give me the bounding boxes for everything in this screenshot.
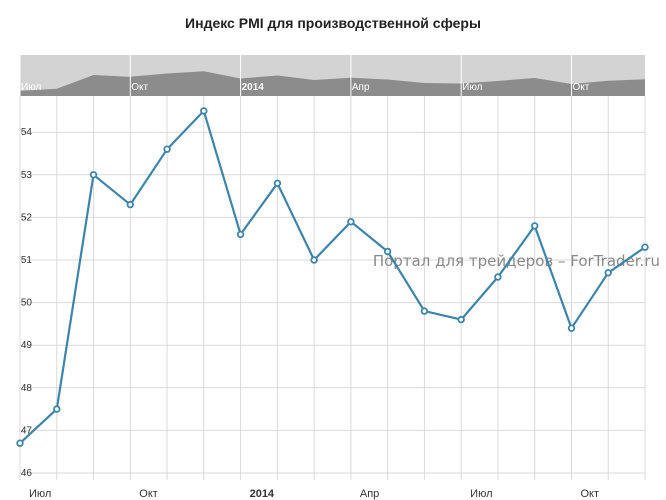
data-point[interactable] [383, 247, 392, 256]
data-point[interactable] [16, 439, 24, 447]
grid [19, 96, 646, 480]
series-line [19, 109, 646, 445]
navigator-label: 2014 [242, 82, 265, 93]
y-tick-label: 46 [21, 468, 33, 479]
data-point[interactable] [494, 273, 502, 281]
data-point[interactable] [236, 230, 245, 239]
x-tick-label: Июл [470, 488, 492, 500]
data-point[interactable] [420, 307, 429, 315]
series-points[interactable] [16, 107, 649, 447]
y-axis: 46 47 48 49 50 51 52 53 54 [21, 127, 33, 479]
y-tick-label: 51 [21, 255, 33, 266]
navigator-label: Апр [352, 82, 370, 93]
data-point[interactable] [163, 145, 171, 153]
data-point[interactable] [457, 315, 465, 324]
navigator-label: Окт [131, 82, 148, 93]
chart-title: Индекс PMI для производственной сферы [185, 15, 481, 31]
data-point[interactable] [531, 222, 539, 230]
data-point[interactable] [200, 107, 208, 115]
data-point[interactable] [53, 405, 61, 413]
data-point[interactable] [641, 243, 649, 251]
watermark-text: Портал для трейдеров – ForTrader.ru [373, 252, 660, 270]
y-tick-label: 54 [21, 127, 33, 138]
x-axis: Июл Окт 2014 Апр Июл Окт [29, 488, 599, 500]
x-tick-label: Окт [139, 488, 158, 500]
x-tick-label: Апр [360, 488, 379, 500]
navigator-label: Июл [21, 82, 41, 93]
data-point[interactable] [89, 171, 98, 179]
navigator[interactable]: Июл Окт 2014 Апр Июл Окт [19, 55, 645, 96]
navigator-label: Окт [572, 82, 589, 93]
x-tick-label: Июл [29, 488, 51, 500]
y-tick-label: 47 [21, 425, 33, 436]
navigator-area [20, 71, 645, 96]
y-tick-label: 52 [21, 212, 33, 223]
data-point[interactable] [604, 269, 612, 277]
x-tick-label: 2014 [250, 488, 275, 500]
data-point[interactable] [347, 217, 355, 226]
data-point[interactable] [567, 324, 576, 332]
y-tick-label: 50 [21, 298, 33, 309]
y-tick-label: 49 [21, 340, 33, 351]
y-tick-label: 53 [21, 170, 33, 181]
data-point[interactable] [126, 200, 134, 209]
navigator-label: Июл [462, 82, 482, 93]
y-tick-label: 48 [21, 383, 33, 394]
navigator-labels: Июл Окт 2014 Апр Июл Окт [21, 82, 590, 93]
navigator-grid [19, 55, 572, 96]
data-point[interactable] [273, 179, 282, 187]
x-tick-label: Окт [580, 488, 599, 500]
data-point[interactable] [310, 256, 318, 264]
